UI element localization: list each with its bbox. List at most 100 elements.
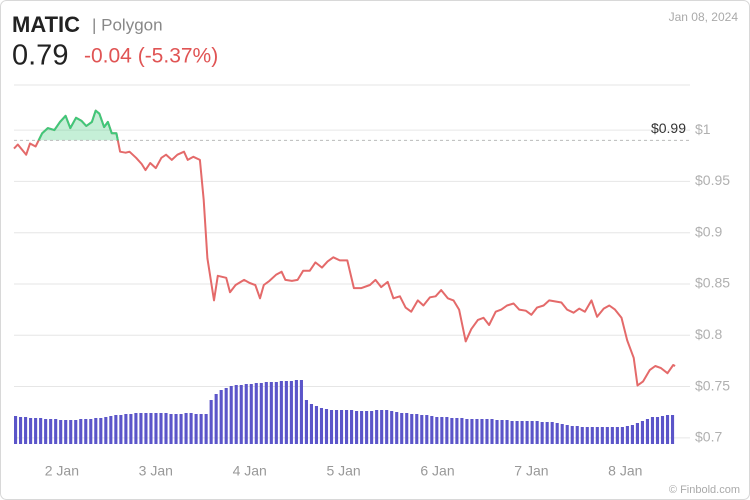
volume-bar [224,388,228,444]
volume-bar [139,413,143,444]
volume-bar [149,413,153,444]
volume-bar [44,419,48,444]
volume-bar [114,415,118,444]
volume-bar [365,411,369,444]
volume-bar [159,413,163,444]
volume-bar [99,418,103,444]
volume-bar [420,415,424,444]
volume-bar [425,415,429,444]
asset-name: | Polygon [92,15,163,34]
volume-bar [39,418,43,444]
y-tick-label: $0.85 [695,275,730,291]
volume-bar [435,417,439,444]
volume-bar [620,427,624,444]
volume-bar [304,400,308,444]
volume-bar [410,414,414,444]
x-tick-label: 6 Jan [420,463,454,479]
volume-bar [625,426,629,444]
volume-bar [124,414,128,444]
volume-bar [179,414,183,444]
volume-bar [84,419,88,444]
volume-bar [430,416,434,444]
reference-label: $0.99 [651,120,686,136]
volume-bar [64,420,68,444]
volume-bar [605,427,609,444]
volume-bar [600,427,604,444]
volume-bar [214,394,218,444]
volume-bar [460,418,464,444]
volume-bar [164,413,168,444]
volume-bar [24,417,28,444]
volume-bar [279,381,283,444]
volume-bar [169,414,173,444]
volume-bar [375,410,379,444]
y-tick-label: $0.75 [695,377,730,393]
volume-bar [490,419,494,444]
volume-bar [590,427,594,444]
volume-bar [670,415,675,444]
volume-bar [129,414,133,444]
volume-bar [189,413,193,444]
volume-bar [74,420,78,444]
volume-bar [570,426,574,444]
volume-bar [79,419,83,444]
price: 0.79 [12,40,68,72]
volume-bar [515,421,519,444]
volume-bar [575,426,579,444]
volume-bar [119,415,123,444]
volume-bar [219,390,223,444]
volume-bar [415,414,419,444]
volume-bar [645,419,650,444]
date: Jan 08, 2024 [669,10,739,24]
volume-bar [450,418,454,444]
volume-bar [249,384,253,444]
volume-bar [94,418,98,444]
volume-bar [54,419,58,444]
volume-bar [134,413,138,444]
volume-bar [520,421,524,444]
volume-bar [274,382,278,444]
volume-bar [109,416,113,444]
volume-bar [59,420,63,444]
y-tick-label: $1 [695,121,711,137]
volume-bar [244,384,248,444]
volume-bar [355,411,359,444]
x-tick-label: 4 Jan [233,463,267,479]
volume-bar [104,417,108,444]
volume-bar [615,427,619,444]
x-tick-label: 7 Jan [514,463,548,479]
watermark: © Finbold.com [669,484,740,496]
volume-bar [209,400,213,444]
volume-bar [565,425,569,444]
volume-bar [49,419,53,444]
volume-bar [284,381,288,444]
volume-bar [234,385,238,444]
volume-bar [385,410,389,444]
volume-bar [610,427,614,444]
volume-bar [395,412,399,444]
volume-bar [540,422,544,444]
volume-bar [309,404,314,444]
volume-bar [14,416,18,444]
volume-bar [455,418,459,444]
volume-bar [660,416,665,444]
volume-bar [264,382,268,444]
volume-bar [390,411,394,444]
volume-bar [535,421,539,444]
volume-bar [34,418,38,444]
volume-bar [89,419,93,444]
volume-bar [194,414,198,444]
volume-bar [174,414,178,444]
volume-bar [530,421,534,444]
volume-bar [229,386,233,444]
x-tick-label: 2 Jan [45,463,79,479]
volume-bar [640,421,645,444]
volume-bar [545,422,549,444]
volume-bar [510,421,514,444]
volume-bar [445,417,449,444]
volume-bar [69,420,73,444]
volume-bar [505,420,509,444]
y-tick-label: $0.9 [695,223,722,239]
volume-bar [269,382,273,444]
